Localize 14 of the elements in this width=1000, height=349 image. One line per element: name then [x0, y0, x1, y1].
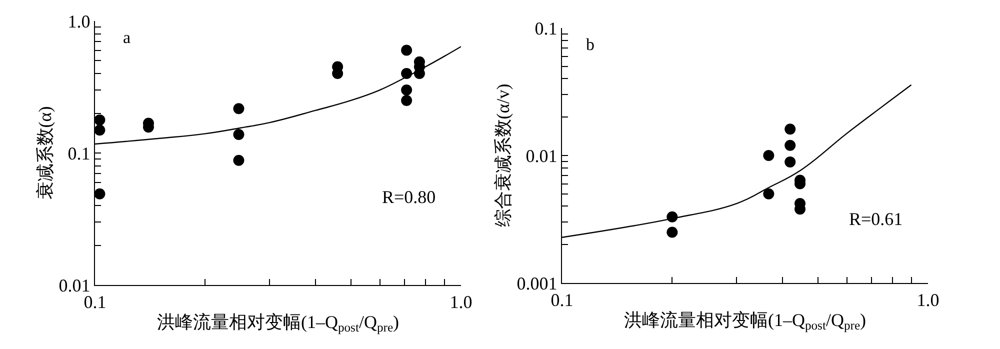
y-tick-label: 0.01 [526, 146, 558, 166]
y-tick-label: 0.1 [534, 18, 558, 38]
annotation: b [586, 35, 594, 54]
x-tick-label: 1.0 [916, 290, 940, 310]
y-tick-label: 1.0 [68, 11, 90, 32]
x-axis-title: 洪峰流量相对变幅(1–Q$_{post}$/Q$_{pre}$) [156, 312, 400, 335]
annotation: R=0.80 [382, 187, 436, 207]
x-tick-label: 1.0 [450, 292, 472, 312]
y-axis-title: 衰减系数(α) [34, 106, 55, 200]
y-tick-label: 0.1 [68, 143, 90, 164]
annotation: R=0.61 [849, 209, 903, 229]
y-axis-title: 综合衰减系数(α/v) [492, 84, 513, 228]
annotation: a [123, 28, 131, 47]
x-axis-title: 洪峰流量相对变幅(1–Q$_{post}$/Q$_{pre}$) [624, 310, 866, 333]
